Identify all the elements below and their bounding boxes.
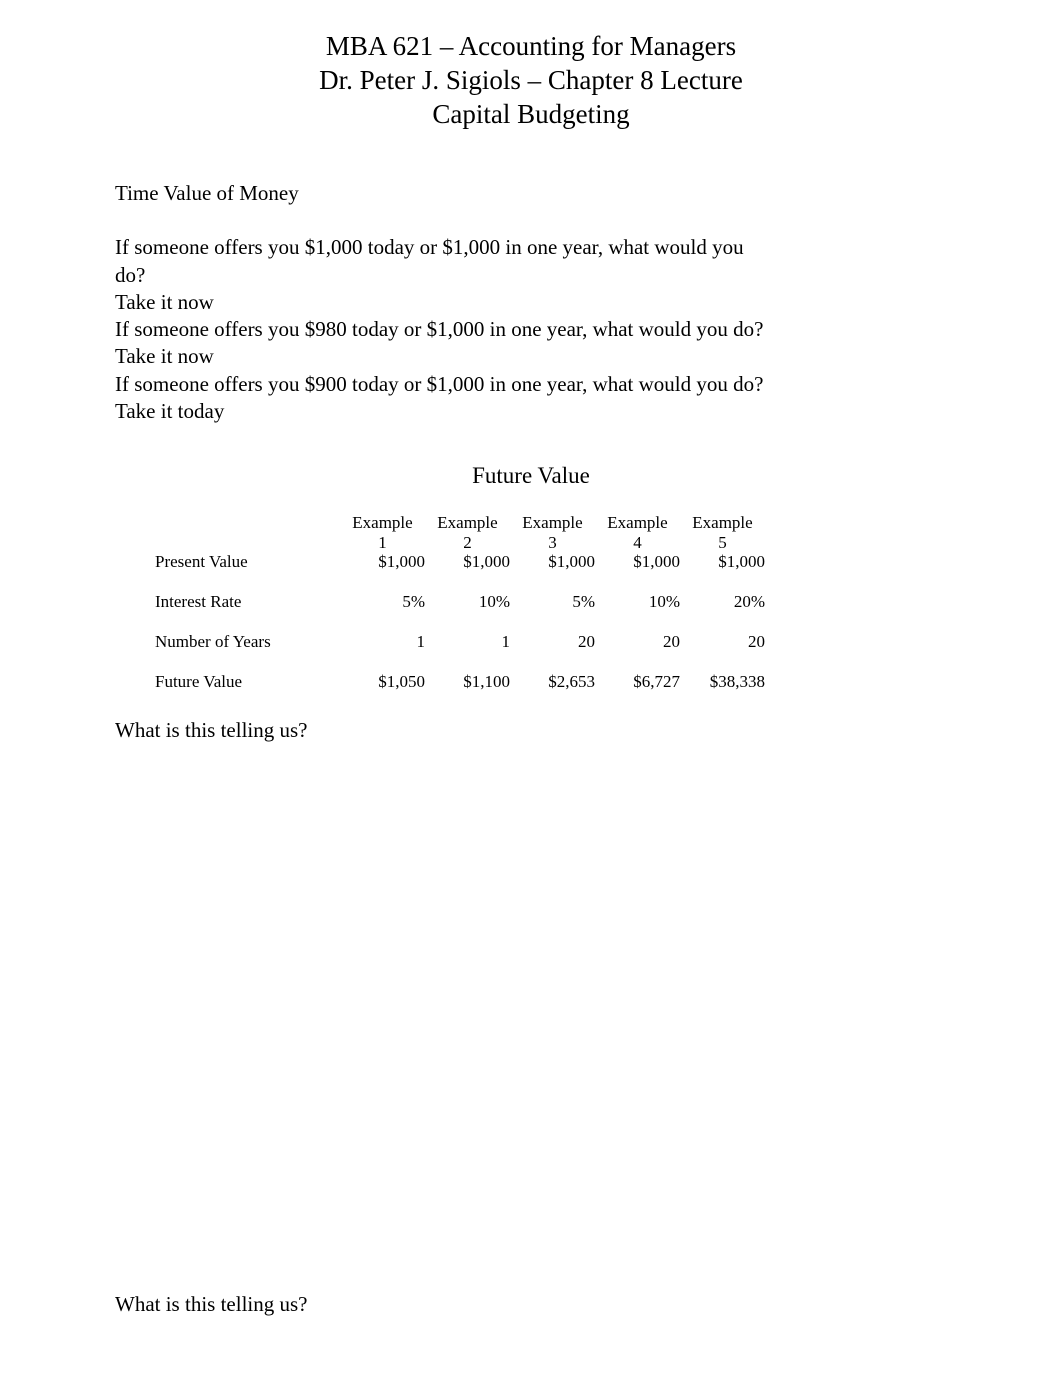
- cell: $1,000: [340, 552, 425, 572]
- question-1-line2: do?: [115, 262, 947, 289]
- col-header-1-top: Example: [340, 513, 425, 533]
- cell: 5%: [510, 592, 595, 612]
- cell: $1,000: [680, 552, 765, 572]
- table-row: Present Value $1,000 $1,000 $1,000 $1,00…: [155, 552, 765, 572]
- col-header-3-bottom: 3: [510, 533, 595, 553]
- future-value-table: Example Example Example Example Example …: [155, 513, 765, 692]
- question-2: If someone offers you $980 today or $1,0…: [115, 316, 947, 343]
- table-row: Future Value $1,050 $1,100 $2,653 $6,727…: [155, 672, 765, 692]
- qa-block: If someone offers you $1,000 today or $1…: [115, 234, 947, 425]
- table-header-row-bottom: 1 2 3 4 5: [155, 533, 765, 553]
- header-course: MBA 621 – Accounting for Managers: [115, 30, 947, 64]
- col-header-4-top: Example: [595, 513, 680, 533]
- cell: $1,050: [340, 672, 425, 692]
- col-header-3-top: Example: [510, 513, 595, 533]
- col-header-2-top: Example: [425, 513, 510, 533]
- cell: 1: [340, 632, 425, 652]
- row-label: Interest Rate: [155, 592, 340, 612]
- cell: 20: [680, 632, 765, 652]
- answer-2: Take it now: [115, 343, 947, 370]
- table-row: Interest Rate 5% 10% 5% 10% 20%: [155, 592, 765, 612]
- cell: 10%: [425, 592, 510, 612]
- cell: $2,653: [510, 672, 595, 692]
- col-header-4-bottom: 4: [595, 533, 680, 553]
- header-topic: Capital Budgeting: [115, 98, 947, 132]
- table-header-row-top: Example Example Example Example Example: [155, 513, 765, 533]
- table-row: Number of Years 1 1 20 20 20: [155, 632, 765, 652]
- answer-3: Take it today: [115, 398, 947, 425]
- question-3: If someone offers you $900 today or $1,0…: [115, 371, 947, 398]
- closing-question-1: What is this telling us?: [115, 718, 947, 743]
- cell: $38,338: [680, 672, 765, 692]
- cell: 5%: [340, 592, 425, 612]
- cell: $1,000: [595, 552, 680, 572]
- cell: 20%: [680, 592, 765, 612]
- row-label: Present Value: [155, 552, 340, 572]
- section-heading: Time Value of Money: [115, 181, 947, 206]
- cell: 10%: [595, 592, 680, 612]
- cell: $1,000: [510, 552, 595, 572]
- row-label: Future Value: [155, 672, 340, 692]
- document-header: MBA 621 – Accounting for Managers Dr. Pe…: [115, 30, 947, 131]
- cell: $1,000: [425, 552, 510, 572]
- cell: $6,727: [595, 672, 680, 692]
- header-instructor: Dr. Peter J. Sigiols – Chapter 8 Lecture: [115, 64, 947, 98]
- col-header-2-bottom: 2: [425, 533, 510, 553]
- cell: $1,100: [425, 672, 510, 692]
- cell: 20: [510, 632, 595, 652]
- answer-1: Take it now: [115, 289, 947, 316]
- future-value-heading: Future Value: [115, 463, 947, 489]
- col-header-5-bottom: 5: [680, 533, 765, 553]
- col-header-1-bottom: 1: [340, 533, 425, 553]
- closing-question-2: What is this telling us?: [115, 1292, 307, 1317]
- col-header-5-top: Example: [680, 513, 765, 533]
- cell: 1: [425, 632, 510, 652]
- question-1-line1: If someone offers you $1,000 today or $1…: [115, 234, 947, 261]
- row-label: Number of Years: [155, 632, 340, 652]
- cell: 20: [595, 632, 680, 652]
